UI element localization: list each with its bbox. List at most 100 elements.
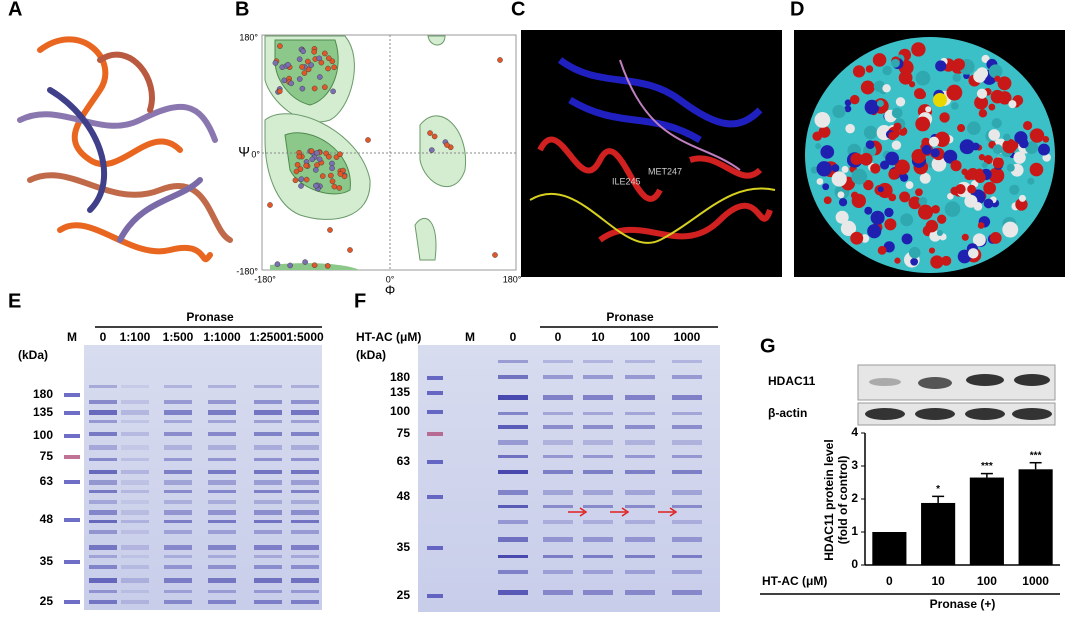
- surface-atom: [917, 204, 934, 220]
- surface-atom: [823, 196, 832, 205]
- gel-band: [625, 395, 655, 400]
- label: B: [235, 0, 249, 20]
- gel-band: [89, 578, 117, 583]
- gel-band: [208, 590, 236, 593]
- gel-band: [672, 375, 702, 379]
- label: 75: [397, 426, 411, 440]
- gel-band: [164, 410, 192, 415]
- gel-band: [672, 425, 702, 429]
- residue-dot: [272, 60, 279, 66]
- residue-dot: [329, 58, 336, 65]
- gel-band: [672, 520, 702, 524]
- gel-band: [208, 555, 236, 558]
- surface-atom: [841, 165, 849, 173]
- x-tick-label: 10: [931, 574, 945, 588]
- residue-dot: [427, 130, 433, 136]
- residue-dot: [305, 58, 311, 65]
- residue-dot: [274, 261, 281, 267]
- gel-band: [164, 545, 192, 550]
- gel-band: [625, 412, 655, 415]
- surface-atom: [835, 210, 849, 224]
- gel-band: [164, 555, 192, 558]
- gel-band: [291, 420, 319, 423]
- ladder-band: [427, 495, 443, 499]
- surface-atom: [1015, 198, 1028, 211]
- residue-dot: [337, 151, 343, 157]
- gel-band: [254, 400, 282, 404]
- surface-atom: [974, 95, 989, 110]
- gel-band: [164, 458, 192, 461]
- residue-dot: [319, 173, 326, 179]
- surface-atom: [850, 152, 863, 166]
- gel-band: [498, 375, 528, 379]
- gel-band: [121, 400, 149, 404]
- arrow-head: [579, 507, 588, 517]
- surface-atom: [895, 97, 906, 107]
- significance: ***: [1030, 450, 1042, 461]
- label: 63: [40, 474, 54, 488]
- surface-atom: [816, 161, 832, 177]
- label: 0: [510, 330, 517, 344]
- surface-atom: [864, 99, 880, 115]
- gel-band: [583, 490, 613, 495]
- gel-band: [291, 480, 319, 485]
- surface-atom: [891, 58, 900, 68]
- gel-band: [208, 385, 236, 388]
- residue-dot: [328, 172, 334, 179]
- surface-atom: [931, 205, 940, 214]
- x-tick-label: 0: [886, 574, 893, 588]
- gel-band: [543, 555, 573, 558]
- ladder-band: [427, 432, 443, 436]
- label: 1000: [674, 330, 701, 344]
- residue-dot: [492, 252, 498, 258]
- surface-atom: [925, 219, 939, 233]
- surface-atom: [837, 191, 845, 199]
- gel-band: [208, 578, 236, 583]
- surface-atom: [950, 186, 959, 196]
- surface-atom: [814, 112, 831, 128]
- label: 0°: [386, 274, 395, 284]
- gel-band: [583, 360, 613, 363]
- residue-dot: [303, 162, 309, 169]
- residue-dot: [299, 85, 306, 92]
- surface-atom: [952, 58, 965, 71]
- surface-atom: [911, 149, 926, 164]
- gel-band: [89, 432, 117, 436]
- gel-band: [291, 600, 319, 604]
- label: 48: [397, 489, 411, 503]
- residue-dot: [329, 160, 335, 167]
- gel-band: [672, 395, 702, 400]
- gel-band: [291, 520, 319, 523]
- gel-band: [89, 600, 117, 604]
- gel-band: [208, 458, 236, 461]
- gel-band: [121, 458, 149, 461]
- residue-dot: [285, 61, 291, 68]
- gel-band: [543, 425, 573, 429]
- label: 180: [33, 387, 53, 401]
- residue-dot: [267, 202, 273, 208]
- surface-atom: [976, 88, 988, 99]
- ladder-band: [427, 410, 443, 414]
- residue-dot: [324, 263, 331, 269]
- residue-dot: [292, 177, 299, 184]
- gel-band: [543, 490, 573, 495]
- label: 0°: [251, 149, 260, 159]
- significance: ***: [981, 461, 993, 472]
- gel-band: [164, 490, 192, 493]
- gel-band: [89, 385, 117, 388]
- gel-band: [121, 578, 149, 583]
- label: Pronase: [606, 310, 654, 324]
- surface-atom: [946, 84, 963, 101]
- surface-atom: [990, 89, 1005, 104]
- x-axis-label: HT-AC (μM): [762, 574, 827, 588]
- surface-atom: [850, 231, 864, 245]
- gel-band: [254, 470, 282, 474]
- ladder-band: [64, 480, 80, 484]
- residue-dot: [337, 171, 344, 177]
- surface-atom: [981, 54, 990, 63]
- label: 100: [630, 330, 650, 344]
- surface-atom: [928, 136, 940, 147]
- label: Φ: [385, 282, 395, 297]
- residue-dot: [281, 77, 288, 84]
- gel-band: [121, 490, 149, 493]
